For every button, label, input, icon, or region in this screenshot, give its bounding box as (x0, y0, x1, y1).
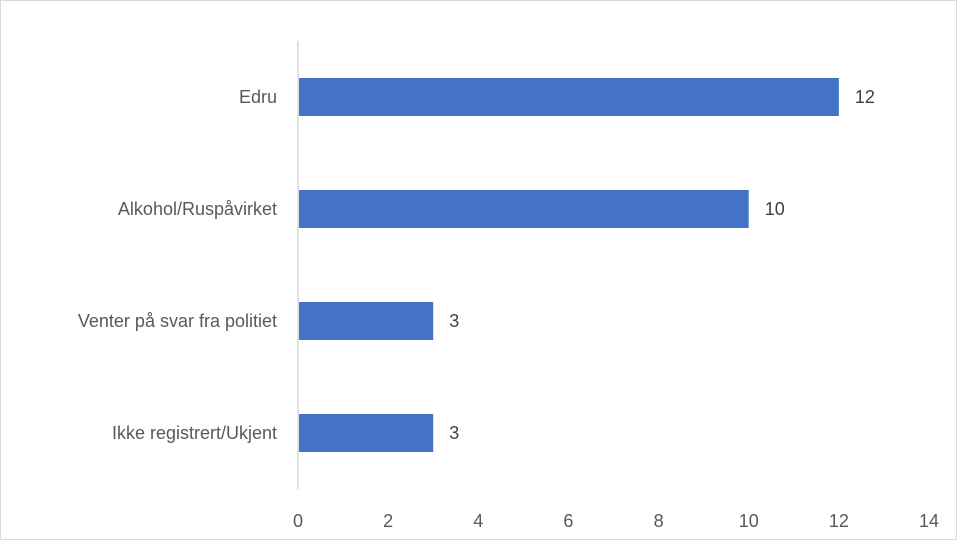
bar (299, 190, 749, 228)
bar (299, 78, 839, 116)
data-label: 3 (449, 423, 459, 443)
x-tick-label: 12 (829, 511, 849, 531)
category-label: Venter på svar fra politiet (78, 311, 277, 331)
category-label: Ikke registrert/Ukjent (112, 423, 277, 443)
x-tick-label: 0 (293, 511, 303, 531)
x-tick-label: 2 (383, 511, 393, 531)
data-label: 10 (765, 199, 785, 219)
bar (299, 414, 434, 452)
data-label: 12 (855, 87, 875, 107)
x-tick-label: 4 (473, 511, 483, 531)
x-tick-label: 10 (739, 511, 759, 531)
category-label: Alkohol/Ruspåvirket (118, 199, 277, 219)
data-label: 3 (449, 311, 459, 331)
bar (299, 302, 434, 340)
category-label: Edru (239, 87, 277, 107)
x-tick-label: 14 (919, 511, 939, 531)
x-tick-label: 8 (654, 511, 664, 531)
x-tick-label: 6 (563, 511, 573, 531)
